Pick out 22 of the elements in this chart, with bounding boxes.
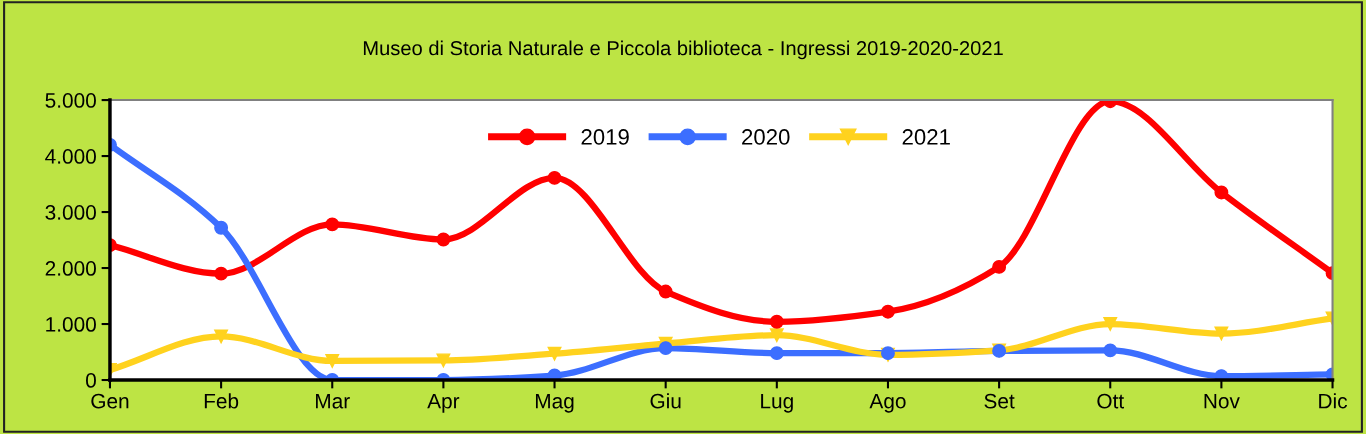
y-tick-label: 5.000 [45,93,96,108]
x-tick-label: Dic [1319,393,1348,409]
x-tick-label: Apr [427,393,460,413]
x-tick-label: Giu [650,393,681,409]
x-tick-label: Ago [869,393,906,413]
x-tick-label: Gen [91,393,129,409]
x-tick-label: Mar [316,393,350,409]
x-tick-label: Mag [535,393,574,413]
y-tick-label: 3.000 [45,205,96,220]
x-tick-label: Lug [761,393,793,413]
y-tick-label: 1.000 [46,317,96,332]
y-tick-label: 0 [86,373,96,388]
x-tick-label: Nov [1204,393,1240,409]
chart-title: Museo di Storia Naturale e Piccola biblioteca - Ingressi 2019-2020-2021 [363,40,1003,60]
legend-label: 2020 [742,129,790,145]
x-tick-label: Ott [1097,393,1124,409]
y-tick-label: 2.000 [45,261,96,276]
legend-label: 2021 [902,129,950,145]
y-tick-label: 4.000 [45,149,96,164]
legend-label: 2019 [581,129,629,145]
x-tick-label: Set [984,393,1015,409]
x-tick-label: Feb [204,393,239,409]
